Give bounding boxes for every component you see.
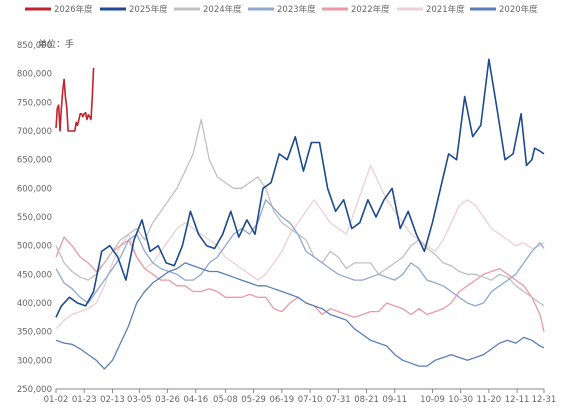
- x-tick-label: 03-05: [127, 395, 152, 405]
- x-tick-label: 05-08: [213, 395, 238, 405]
- y-tick-label: 550,000: [17, 213, 52, 223]
- chart-legend: 2026年度 2025年度 2024年度 2023年度 2022年度 2021年度 2020…: [25, 4, 538, 15]
- series-layer: [55, 58, 545, 370]
- series-line: [55, 236, 545, 332]
- x-tick-label: 09-11: [382, 395, 407, 405]
- unit-label: 单位：手: [38, 38, 74, 50]
- x-tick-label: 12-31: [532, 395, 557, 405]
- x-tick-label: 03-26: [155, 395, 180, 405]
- series-line: [55, 262, 545, 370]
- y-tick-label: 400,000: [17, 299, 52, 309]
- x-tick-label: 07-31: [326, 395, 351, 405]
- y-tick-label: 600,000: [17, 184, 52, 194]
- x-tick-label: 10-09: [420, 395, 445, 405]
- x-tick-label: 10-30: [448, 395, 473, 405]
- x-axis: 01-02 01-23 02-13 03-05 03-26 04-16 05-08 05-29…: [44, 388, 557, 405]
- x-tick-label: 01-23: [72, 395, 97, 405]
- legend-item[interactable]: 2026年度: [25, 4, 93, 15]
- y-tick-label: 300,000: [17, 356, 52, 366]
- legend-item[interactable]: 2021年度: [397, 4, 465, 15]
- legend-item[interactable]: 2020年度: [470, 4, 538, 15]
- series-line: [55, 118, 545, 307]
- x-tick-label: 11-20: [477, 395, 502, 405]
- legend-label: 2024年度: [203, 4, 242, 15]
- legend-item[interactable]: 2023年度: [248, 4, 316, 15]
- legend-item[interactable]: 2022年度: [322, 4, 390, 15]
- legend-label: 2020年度: [499, 4, 538, 15]
- y-tick-label: 800,000: [17, 70, 52, 80]
- x-tick-label: 07-10: [298, 395, 323, 405]
- x-tick-label: 05-29: [241, 395, 266, 405]
- legend-label: 2022年度: [351, 4, 390, 15]
- legend-item[interactable]: 2024年度: [174, 4, 242, 15]
- y-axis: 250,000 300,000 350,000 400,000 450,000 500,0…: [17, 41, 52, 395]
- x-tick-label: 12-11: [505, 395, 530, 405]
- legend-label: 2023年度: [277, 4, 316, 15]
- y-tick-label: 850,000: [17, 41, 52, 51]
- x-tick-label: 08-21: [354, 395, 379, 405]
- y-tick-label: 650,000: [17, 156, 52, 166]
- y-tick-label: 500,000: [17, 242, 52, 252]
- x-tick-label: 06-19: [269, 395, 294, 405]
- legend-label: 2026年度: [54, 4, 93, 15]
- series-line: [55, 67, 95, 132]
- series-line: [55, 58, 545, 318]
- legend-label: 2021年度: [426, 4, 465, 15]
- x-tick-label: 02-13: [100, 395, 125, 405]
- y-tick-label: 350,000: [17, 328, 52, 338]
- legend-item[interactable]: 2025年度: [100, 4, 168, 15]
- x-tick-label: 04-16: [183, 395, 208, 405]
- y-tick-label: 450,000: [17, 270, 52, 280]
- y-tick-label: 700,000: [17, 127, 52, 137]
- y-tick-label: 750,000: [17, 98, 52, 108]
- y-tick-label: 250,000: [17, 385, 52, 395]
- series-line: [55, 199, 545, 307]
- x-tick-label: 01-02: [44, 395, 69, 405]
- legend-label: 2025年度: [129, 4, 168, 15]
